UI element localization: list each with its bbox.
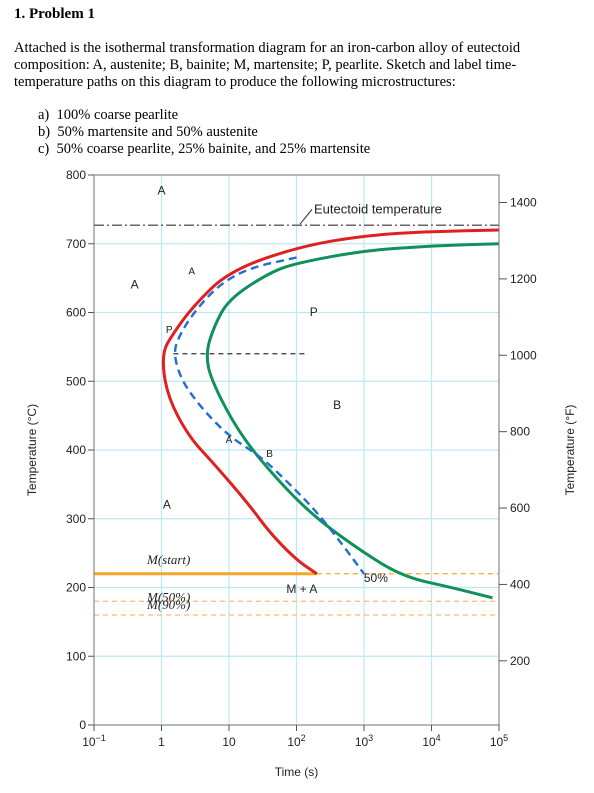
region-label-path-b: B: [266, 449, 273, 460]
question-text: 100% coarse pearlite: [56, 107, 179, 123]
region-label-a-upper_left: A: [131, 277, 139, 291]
x-tick-label: 10−1: [82, 733, 106, 749]
y-tick-label: 400: [66, 443, 86, 457]
y-axis-label-right: Temperature (°F): [563, 405, 577, 496]
y-tick-label: 800: [66, 168, 86, 182]
y-tick-label: 500: [66, 374, 86, 388]
y-right-tick-label: 200: [510, 654, 530, 668]
question-text: 50% martensite and 50% austenite: [57, 124, 258, 140]
problem-intro: Attached is the isothermal transformatio…: [14, 40, 521, 90]
region-label-path-p: P: [166, 325, 173, 336]
x-tick-label: 102: [287, 733, 305, 749]
question-text: 50% coarse pearlite, 25% bainite, and 25…: [56, 141, 371, 157]
question-list: a) 100% coarse pearlite b) 50% martensit…: [38, 107, 370, 158]
question-item: b) 50% martensite and 50% austenite: [38, 124, 370, 141]
y-tick-label: 0: [79, 718, 86, 732]
region-labels: M(start) M(50%)M(90%) Eutectoid temperatur…: [131, 183, 442, 612]
m-percent-label: M(90%): [146, 597, 190, 612]
region-label-a-lower: A: [163, 497, 171, 511]
y-axis-label-left: Temperature (°C): [25, 404, 39, 496]
transformation-curves: [161, 228, 500, 600]
pearlite-finish-curve: [205, 242, 500, 600]
y-right-tick-label: 600: [510, 501, 530, 515]
cooling-path-curve: [173, 256, 365, 575]
x-tick-label: 105: [490, 733, 508, 749]
question-letter: c): [38, 141, 50, 157]
y-tick-label: 700: [66, 237, 86, 251]
region-label-pct50: 50%: [364, 571, 388, 585]
x-tick-label: 1: [158, 735, 165, 749]
region-label-b: B: [333, 398, 341, 412]
question-letter: b): [38, 124, 51, 140]
eutectoid-pointer: [299, 209, 313, 225]
y-right-tick-label: 400: [510, 577, 530, 591]
region-label-p: P: [310, 305, 318, 319]
axes: 0 100 200 300 400 500 600 700 800 200 400 600 800 100…: [25, 168, 577, 779]
martensite-lines: [94, 209, 499, 616]
problem-heading: 1. Problem 1: [14, 6, 95, 22]
y-tick-label: 300: [66, 512, 86, 526]
eutectoid-label: Eutectoid temperature: [314, 201, 442, 216]
y-right-tick-label: 1000: [510, 348, 537, 362]
region-label-m-plus_a: M + A: [286, 582, 317, 596]
x-axis-label: Time (s): [275, 765, 319, 779]
question-item: c) 50% coarse pearlite, 25% bainite, and…: [38, 141, 370, 158]
x-tick-label: 103: [355, 733, 373, 749]
y-right-tick-label: 1400: [510, 196, 537, 210]
region-label-path-a2: A: [226, 435, 233, 446]
region-label-path-a: A: [188, 267, 195, 278]
pearlite-start-curve: [161, 228, 500, 576]
x-tick-label: 10: [222, 735, 236, 749]
mstart-label: M(start): [146, 552, 190, 567]
x-tick-label: 104: [422, 733, 440, 749]
question-letter: a): [38, 107, 50, 123]
y-right-tick-label: 1200: [510, 272, 537, 286]
y-right-tick-label: 800: [510, 425, 530, 439]
question-item: a) 100% coarse pearlite: [38, 107, 370, 124]
y-tick-label: 200: [66, 581, 86, 595]
m-percent-label: M(50%): [146, 589, 190, 604]
y-tick-label: 600: [66, 306, 86, 320]
region-label-a-top: A: [157, 183, 165, 197]
y-tick-label: 100: [66, 649, 86, 663]
